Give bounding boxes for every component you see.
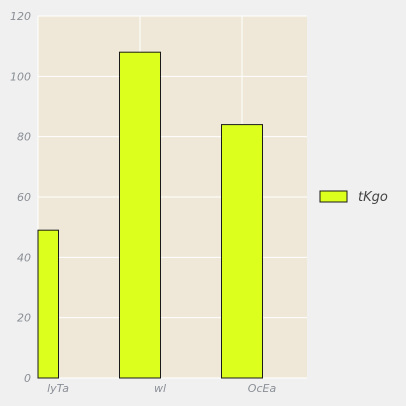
bar-wl [119, 51, 161, 379]
x-axis-ticks: lyTa wl OcEa [47, 382, 276, 395]
bars [37, 51, 263, 379]
bar-OcEa [221, 124, 263, 379]
legend-swatch [319, 190, 348, 203]
y-tick-label: 100 [10, 70, 31, 83]
y-tick-label: 60 [17, 191, 31, 204]
x-tick-label: OcEa [248, 382, 277, 395]
y-tick-label: 40 [17, 251, 31, 264]
y-axis-ticks: 0 20 40 60 80 100 120 [10, 10, 31, 385]
legend: tKgo [319, 190, 388, 205]
y-tick-label: 20 [17, 312, 31, 325]
bar-lyTa [37, 229, 59, 379]
x-tick-label: lyTa [47, 382, 69, 395]
x-tick-label: wl [154, 382, 166, 395]
legend-label: tKgo [358, 190, 388, 205]
y-tick-label: 80 [17, 131, 31, 144]
y-tick-label: 0 [24, 372, 31, 385]
y-tick-label: 120 [10, 10, 31, 23]
